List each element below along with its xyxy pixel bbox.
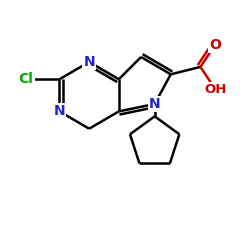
Text: N: N	[83, 55, 95, 69]
Text: N: N	[54, 104, 65, 118]
Text: OH: OH	[204, 83, 227, 96]
Text: O: O	[209, 38, 221, 52]
Text: Cl: Cl	[19, 72, 34, 86]
Text: N: N	[149, 97, 160, 111]
